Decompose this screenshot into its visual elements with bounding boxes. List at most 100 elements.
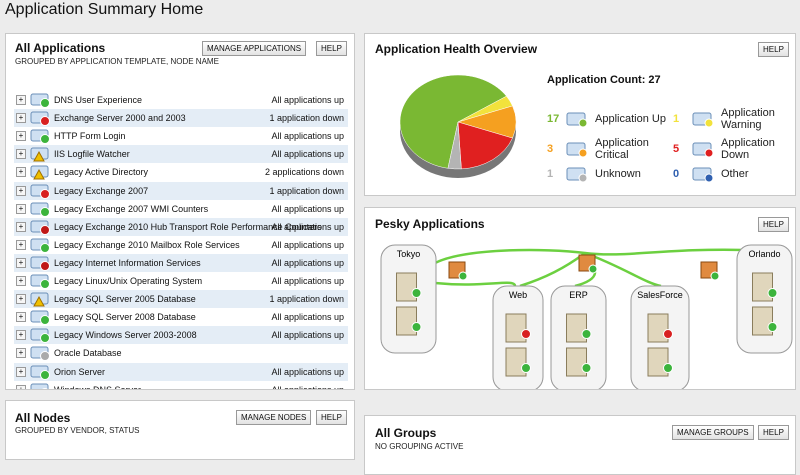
server-badge: [411, 288, 422, 298]
application-name[interactable]: Legacy SQL Server 2008 Database: [54, 312, 196, 323]
manage-nodes-button[interactable]: MANAGE NODES: [236, 410, 312, 425]
server-icon: [752, 272, 773, 302]
application-status: All applications up: [271, 312, 344, 323]
application-name[interactable]: Legacy Exchange 2007 WMI Counters: [54, 203, 209, 214]
application-status: All applications up: [271, 384, 344, 390]
application-name[interactable]: Legacy Exchange 2010 Mailbox Role Servic…: [54, 239, 240, 250]
expand-button[interactable]: +: [16, 257, 26, 268]
expand-button[interactable]: +: [16, 366, 26, 377]
server-badge: [521, 363, 531, 373]
expand-button[interactable]: +: [16, 203, 26, 214]
icon-badge: [40, 315, 50, 326]
panel-title: All Nodes: [15, 411, 71, 425]
application-name[interactable]: Legacy Exchange 2010 Hub Transport Role …: [54, 221, 322, 232]
connection: [519, 251, 586, 288]
server-icon: [752, 306, 773, 336]
application-row: + IIS Logfile Watcher All applications up: [14, 145, 348, 164]
help-button[interactable]: HELP: [758, 217, 789, 232]
status-icon: [30, 147, 49, 162]
expand-button[interactable]: +: [16, 113, 26, 124]
application-row: + Legacy Linux/Unix Operating System All a…: [14, 272, 348, 290]
status-icon: [30, 129, 50, 145]
help-button[interactable]: HELP: [316, 410, 347, 425]
legend-icon-badge: [704, 148, 714, 158]
status-icon: [30, 111, 50, 127]
expand-button[interactable]: +: [16, 167, 26, 178]
firewall-badge: [710, 271, 720, 281]
status-icon: [30, 383, 49, 389]
application-name[interactable]: Orion Server: [54, 366, 106, 377]
server-badge: [581, 363, 592, 373]
manage-applications-button[interactable]: MANAGE APPLICATIONS: [202, 41, 307, 56]
server-icon: [396, 272, 417, 302]
pie-slice: [457, 121, 513, 170]
connection: [434, 281, 517, 287]
all-nodes-panel: All Nodes GROUPED BY VENDOR, STATUS MANA…: [5, 400, 355, 460]
legend-label: Application Critical: [595, 137, 649, 161]
expand-button[interactable]: +: [16, 312, 26, 323]
all-applications-panel: All Applications GROUPED BY APPLICATION …: [5, 33, 355, 390]
icon-box: [30, 383, 49, 389]
application-name[interactable]: HTTP Form Login: [54, 131, 126, 142]
group-label: ERP: [569, 290, 588, 300]
expand-button[interactable]: +: [16, 131, 26, 142]
application-name[interactable]: Legacy SQL Server 2005 Database: [54, 294, 196, 305]
legend-label: Unknown: [595, 168, 641, 180]
application-name[interactable]: Legacy Windows Server 2003-2008: [54, 330, 197, 341]
application-status: All applications up: [271, 239, 344, 250]
group-label: Orlando: [748, 249, 780, 259]
server-badge: [521, 329, 531, 339]
application-name[interactable]: Oracle Database: [54, 348, 122, 359]
application-name[interactable]: DNS User Experience: [54, 95, 143, 105]
application-name[interactable]: Windows DNS Server: [54, 384, 142, 390]
application-name[interactable]: IIS Logfile Watcher: [54, 149, 130, 160]
help-button[interactable]: HELP: [758, 425, 789, 440]
application-row: + Windows DNS Server All applications up: [14, 381, 348, 390]
expand-button[interactable]: +: [16, 330, 26, 341]
help-button[interactable]: HELP: [316, 41, 347, 56]
expand-button[interactable]: +: [16, 276, 26, 286]
application-status: All applications up: [271, 330, 344, 341]
application-name[interactable]: Legacy Exchange 2007: [54, 185, 149, 196]
application-status: All applications up: [271, 221, 344, 232]
manage-groups-button[interactable]: MANAGE GROUPS: [672, 425, 754, 440]
help-button[interactable]: HELP: [758, 42, 789, 57]
icon-badge: [40, 206, 50, 217]
panel-subtitle: NO GROUPING ACTIVE: [375, 442, 464, 451]
icon-badge: [33, 151, 45, 162]
pie-slice: [399, 74, 507, 169]
page: Application Summary Home All Application…: [5, 1, 796, 475]
application-name[interactable]: Legacy Active Directory: [54, 167, 149, 178]
legend-icon-badge: [704, 118, 714, 128]
application-status: 1 application down: [269, 113, 344, 124]
icon-badge: [33, 296, 45, 307]
health-pie: 17 Application Up 1 Application Warning 3 Appl…: [399, 74, 775, 183]
application-name[interactable]: Legacy Internet Information Services: [54, 257, 201, 268]
expand-button[interactable]: +: [16, 185, 26, 196]
application-row: + Legacy Exchange 2010 Hub Transport Role…: [14, 217, 348, 236]
icon-badge: [40, 134, 50, 145]
expand-button[interactable]: +: [16, 149, 26, 160]
expand-button[interactable]: +: [16, 95, 26, 105]
expand-button[interactable]: +: [16, 294, 26, 305]
expand-button[interactable]: +: [16, 239, 26, 250]
legend-count: 1: [673, 113, 679, 125]
icon-badge: [40, 260, 50, 271]
status-icon: [30, 328, 50, 344]
legend-label: Application Down: [721, 137, 775, 161]
expand-button[interactable]: +: [16, 221, 26, 232]
expand-button[interactable]: +: [16, 384, 26, 389]
legend-label: Application Up: [595, 113, 666, 125]
expand-button[interactable]: +: [16, 348, 26, 359]
icon-badge: [40, 369, 50, 380]
status-icon: [30, 184, 50, 199]
legend-count: 0: [673, 168, 679, 180]
icon-badge: [40, 188, 50, 199]
application-row: + Legacy Windows Server 2003-2008 All appl…: [14, 326, 348, 345]
panel-title: All Applications: [15, 41, 106, 55]
application-name[interactable]: Legacy Linux/Unix Operating System: [54, 276, 203, 286]
status-icon: [30, 292, 49, 307]
application-name[interactable]: Exchange Server 2000 and 2003: [54, 113, 186, 124]
server-badge: [581, 329, 592, 339]
icon-badge: [41, 387, 49, 389]
